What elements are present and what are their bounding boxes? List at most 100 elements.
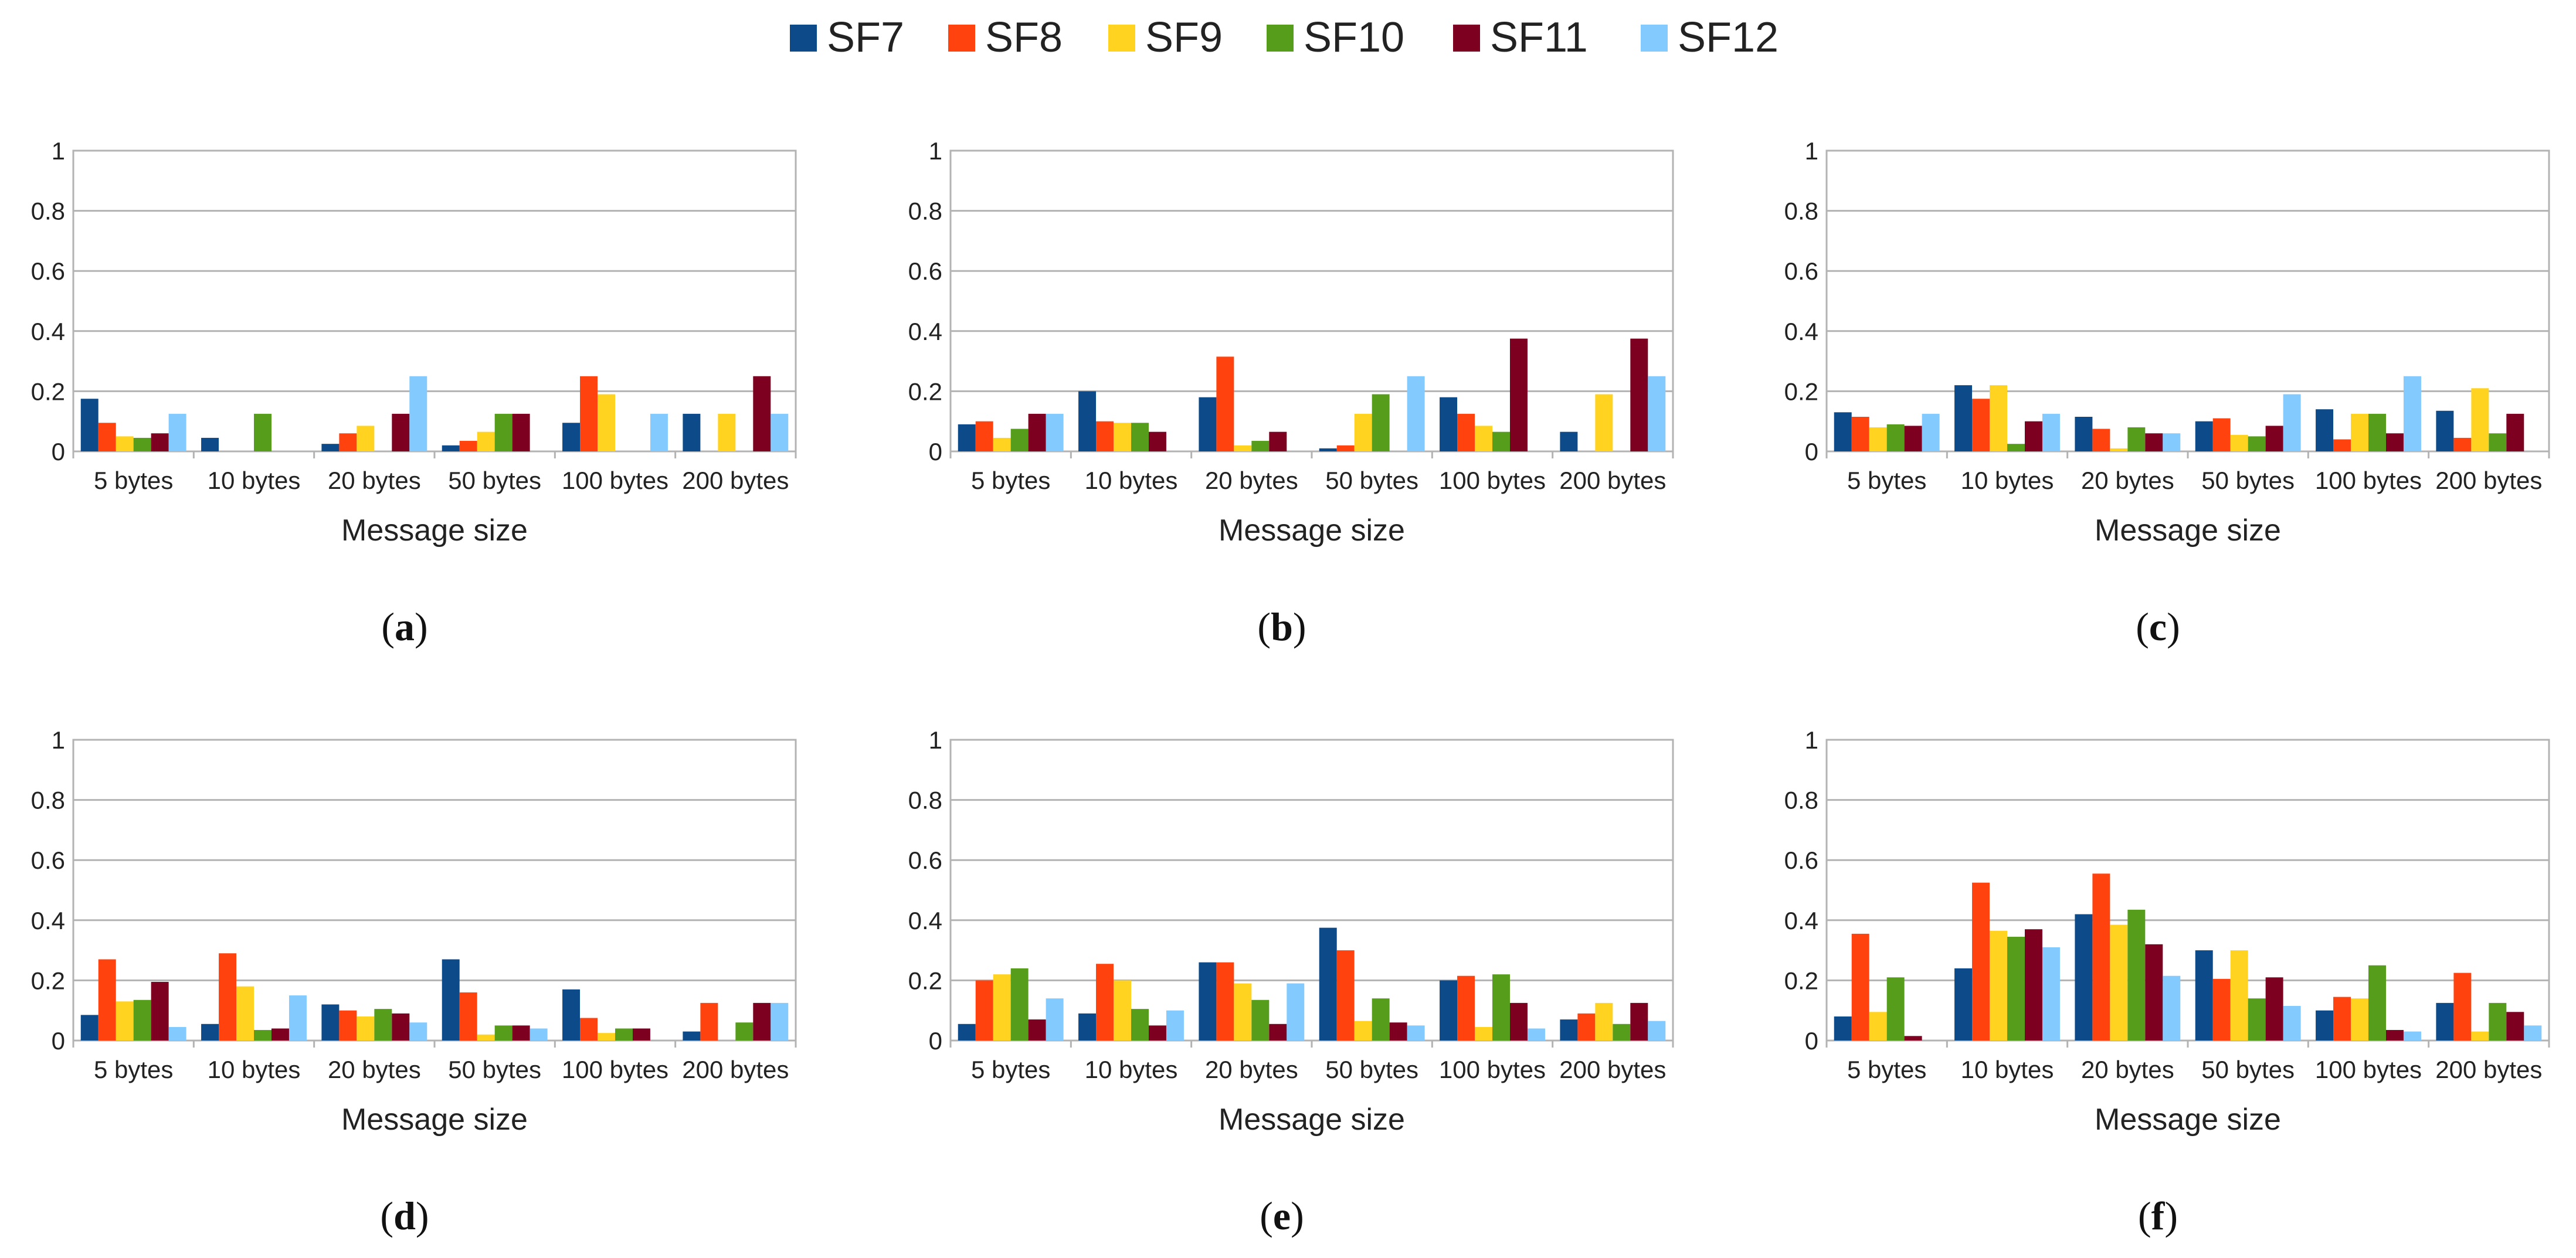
bar-sf8-0 — [975, 980, 993, 1041]
bar-sf9-3 — [2230, 434, 2248, 451]
y-tick-label: 0.2 — [908, 967, 942, 994]
x-tick-label: 200 bytes — [682, 467, 789, 494]
panel-caption: (d) — [380, 1194, 429, 1238]
x-tick-label: 5 bytes — [94, 1056, 173, 1083]
bar-sf9-1 — [1114, 980, 1131, 1041]
bar-sf7-2 — [1199, 397, 1217, 451]
bar-sf10-0 — [1886, 424, 1905, 451]
bar-sf8-4 — [1457, 975, 1475, 1041]
bar-sf7-4 — [1440, 397, 1458, 451]
x-tick-label: 10 bytes — [208, 467, 301, 494]
panel-caption-letter: d — [393, 1194, 416, 1238]
y-tick-label: 0 — [52, 438, 65, 465]
bar-sf7-3 — [442, 445, 460, 451]
bar-sf10-0 — [133, 999, 151, 1041]
bar-sf7-2 — [1199, 962, 1217, 1041]
bar-sf10-5 — [735, 1022, 754, 1041]
panel-caption: (c) — [2136, 604, 2180, 649]
bar-sf11-1 — [1148, 1025, 1166, 1041]
bar-sf9-4 — [1475, 426, 1492, 451]
bar-sf8-2 — [339, 1010, 357, 1041]
legend-swatch-sf12 — [1641, 25, 1668, 52]
bar-sf8-3 — [459, 441, 477, 451]
bar-sf8-5 — [700, 1002, 718, 1041]
y-tick-label: 0.6 — [908, 257, 942, 285]
bar-sf9-0 — [116, 436, 134, 451]
y-tick-label: 0.6 — [31, 257, 65, 285]
bar-sf11-5 — [1630, 338, 1648, 451]
bar-sf7-4 — [2316, 1010, 2334, 1041]
y-tick-label: 0.4 — [31, 318, 65, 345]
plot-area — [949, 149, 1674, 453]
bar-sf12-5 — [1648, 1021, 1666, 1041]
bar-sf11-3 — [1389, 1022, 1407, 1041]
x-tick-label: 50 bytes — [1325, 467, 1418, 494]
bar-sf7-4 — [562, 423, 581, 451]
x-tick-label: 5 bytes — [971, 1056, 1050, 1083]
bar-sf10-1 — [1131, 1009, 1149, 1041]
bar-sf7-4 — [2316, 409, 2334, 451]
x-tick-label: 20 bytes — [1205, 1056, 1298, 1083]
bar-sf8-2 — [339, 433, 357, 451]
bar-sf8-5 — [1577, 1013, 1596, 1041]
bar-sf8-1 — [1972, 399, 1990, 451]
chart-panel-a: 0 0.2 0.4 0.6 0.8 1 5 bytes 10 bytes 20 bytes 50 … — [31, 137, 797, 649]
y-tick-label: 0.2 — [31, 967, 65, 994]
x-tick-label: 50 bytes — [448, 1056, 541, 1083]
y-tick-label: 0.6 — [1784, 257, 1818, 285]
bar-sf10-3 — [1372, 998, 1390, 1041]
bar-sf10-1 — [2007, 937, 2025, 1041]
bar-sf10-3 — [494, 1025, 513, 1041]
chart-panel-d: 0 0.2 0.4 0.6 0.8 1 5 bytes 10 bytes 20 bytes 50 … — [31, 726, 797, 1238]
y-tick-label: 0.2 — [31, 378, 65, 405]
bar-sf8-1 — [219, 953, 237, 1041]
bar-sf12-4 — [1527, 1028, 1545, 1041]
bar-sf7-5 — [1560, 431, 1578, 451]
bar-sf8-0 — [98, 423, 116, 451]
legend-swatch-sf9 — [1108, 25, 1135, 52]
bar-sf11-5 — [1630, 1002, 1648, 1041]
bar-sf8-3 — [2212, 418, 2231, 451]
bar-sf9-4 — [598, 394, 615, 451]
y-tick-label: 0.8 — [908, 787, 942, 814]
bar-sf9-5 — [1595, 1002, 1613, 1041]
y-tick-label: 0.2 — [1784, 967, 1818, 994]
bar-sf8-0 — [1851, 933, 1869, 1041]
bar-sf7-4 — [1440, 980, 1458, 1041]
bar-sf9-2 — [1234, 983, 1252, 1041]
bar-sf8-2 — [1216, 962, 1234, 1041]
bar-sf11-2 — [392, 413, 410, 451]
bar-sf10-1 — [254, 1030, 271, 1041]
bar-sf8-4 — [2333, 997, 2351, 1041]
y-tick-label: 0.4 — [908, 907, 942, 934]
chart-panel-e: 0 0.2 0.4 0.6 0.8 1 5 bytes 10 bytes 20 bytes 50 … — [908, 726, 1674, 1238]
bar-sf11-0 — [1904, 1036, 1922, 1041]
y-tick-label: 0.6 — [31, 846, 65, 874]
bar-sf12-2 — [2163, 433, 2181, 451]
bar-sf12-1 — [2042, 947, 2060, 1041]
bar-sf12-2 — [409, 376, 427, 451]
x-tick-label: 10 bytes — [1961, 1056, 2054, 1083]
bar-sf7-1 — [1954, 968, 1973, 1041]
y-tick-label: 0 — [1805, 438, 1818, 465]
x-tick-label: 10 bytes — [1085, 467, 1178, 494]
bar-sf12-4 — [2403, 1031, 2421, 1041]
bar-sf8-4 — [580, 376, 598, 451]
x-axis-title: Message size — [2095, 514, 2281, 548]
bar-sf7-3 — [1319, 927, 1337, 1041]
x-tick-label: 200 bytes — [1559, 467, 1666, 494]
y-tick-label: 0 — [52, 1027, 65, 1055]
y-tick-label: 1 — [52, 137, 65, 165]
x-tick-label: 20 bytes — [2081, 467, 2174, 494]
bar-sf8-4 — [580, 1018, 598, 1041]
bar-sf9-3 — [477, 431, 495, 451]
bar-sf12-3 — [2283, 1006, 2301, 1041]
bar-sf9-0 — [993, 437, 1011, 451]
bar-sf12-5 — [1648, 376, 1666, 451]
bar-sf8-0 — [975, 421, 993, 451]
legend-label-sf9: SF9 — [1145, 14, 1223, 61]
bar-sf11-3 — [2265, 977, 2283, 1041]
legend-swatch-sf11 — [1453, 25, 1480, 52]
x-axis-title: Message size — [1219, 514, 1405, 548]
bar-sf9-5 — [1595, 394, 1613, 451]
